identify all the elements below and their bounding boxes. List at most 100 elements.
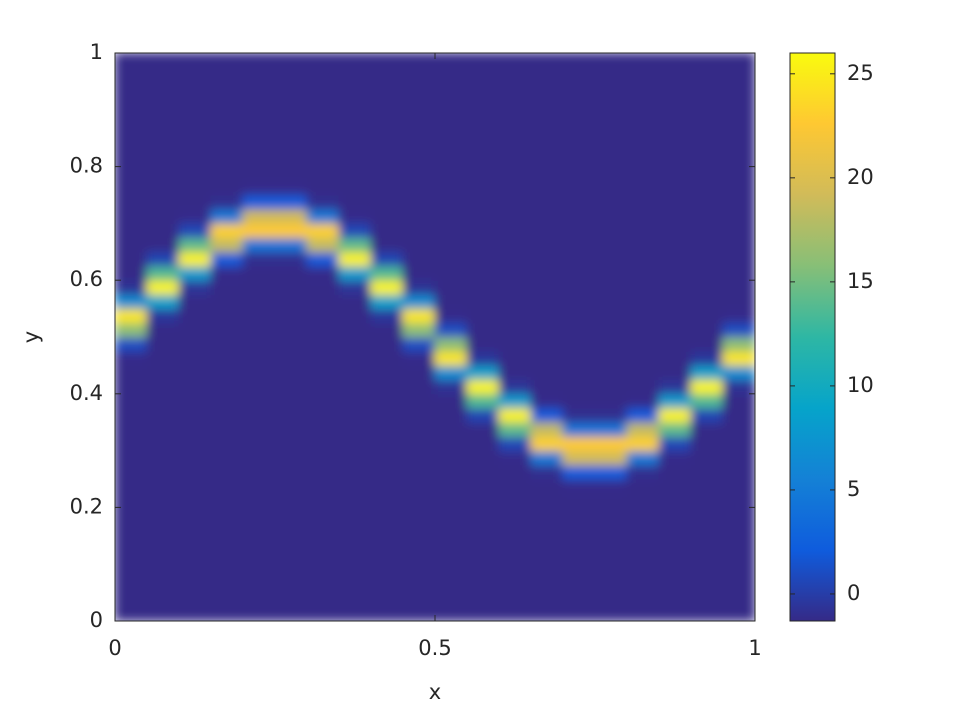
heatmap-cell [594,421,628,437]
heatmap-cell [658,222,692,239]
heatmap-cell [306,606,340,621]
heatmap-cell [690,592,724,608]
heatmap-cell [626,450,660,466]
heatmap-cell [338,379,372,395]
heatmap-cell [178,265,212,281]
heatmap-cell [562,80,596,97]
heatmap-cell [370,308,404,324]
heatmap-cell [562,535,596,551]
heatmap-cell [370,180,404,196]
heatmap-cell [434,180,468,196]
heatmap-cell [562,66,596,82]
heatmap-cell [370,279,404,295]
heatmap-cell [434,123,468,139]
heatmap-cell [530,421,564,437]
heatmap-cell [178,492,212,508]
heatmap-cell [210,293,244,310]
heatmap-cell [562,364,596,381]
heatmap-cell [498,293,532,310]
heatmap-cell [626,308,660,324]
heatmap-cell [115,549,148,565]
heatmap-cell [658,506,692,523]
heatmap-cell [690,208,724,224]
heatmap-cell [434,450,468,466]
heatmap-cell [306,308,340,324]
heatmap-cell [466,95,500,111]
heatmap-cell [210,379,244,395]
heatmap-cell [338,336,372,352]
heatmap-cell [210,322,244,338]
heatmap-cell [402,95,436,111]
heatmap-cell [722,364,755,381]
heatmap-cell [434,563,468,579]
heatmap-cell [306,208,340,224]
heatmap-cell [115,464,148,480]
heatmap-cell [562,464,596,480]
heatmap-cell [594,563,628,579]
heatmap-cell [530,521,564,537]
heatmap-cell [370,80,404,97]
heatmap-cell [658,364,692,381]
heatmap-cell [178,364,212,381]
heatmap-cell [210,180,244,196]
heatmap-cell [115,606,148,621]
heatmap-cell [210,222,244,239]
heatmap-cell [274,364,308,381]
heatmap-cell [658,123,692,139]
heatmap-cell [402,123,436,139]
heatmap-cell [434,293,468,310]
heatmap-cell [498,592,532,608]
heatmap-cell [690,421,724,437]
heatmap-cell [274,166,308,182]
heatmap-cell [498,350,532,366]
heatmap-cell [562,251,596,267]
heatmap-cell [626,208,660,224]
heatmap-cell [274,251,308,267]
heatmap-cell [690,237,724,253]
heatmap-cell [530,464,564,480]
heatmap-cell [658,151,692,168]
heatmap-cell [338,549,372,565]
heatmap-cell [178,577,212,594]
heatmap-cell [210,151,244,168]
heatmap-cell [402,336,436,352]
heatmap-cell [594,194,628,210]
heatmap-cell [178,592,212,608]
heatmap-cell [274,265,308,281]
heatmap-cell [146,549,180,565]
heatmap-cell [370,53,404,68]
heatmap-cell [242,80,276,97]
heatmap-cell [530,180,564,196]
heatmap-cell [338,95,372,111]
heatmap-cell [210,123,244,139]
heatmap-cell [242,66,276,82]
heatmap-cell [658,322,692,338]
heatmap-cell [690,450,724,466]
heatmap-cell [146,478,180,494]
heatmap-cell [690,151,724,168]
heatmap-cell [115,180,148,196]
heatmap-cell [658,435,692,452]
heatmap-cell [370,151,404,168]
heatmap-cell [722,194,755,210]
heatmap-cell [274,393,308,409]
colorbar-tick-label: 25 [847,61,874,85]
heatmap-cell [146,421,180,437]
heatmap-cell [594,180,628,196]
heatmap-cell [146,251,180,267]
heatmap-cell [466,265,500,281]
heatmap-cell [594,66,628,82]
heatmap-cell [626,478,660,494]
heatmap-cell [594,166,628,182]
heatmap-cell [658,336,692,352]
heatmap-cell [210,137,244,153]
heatmap-cell [146,379,180,395]
heatmap-cell [338,492,372,508]
heatmap-cell [466,322,500,338]
heatmap-cell [274,492,308,508]
heatmap-cell [626,137,660,153]
heatmap-cell [178,109,212,125]
heatmap-cell [306,194,340,210]
heatmap-cell [466,606,500,621]
heatmap-cell [434,592,468,608]
